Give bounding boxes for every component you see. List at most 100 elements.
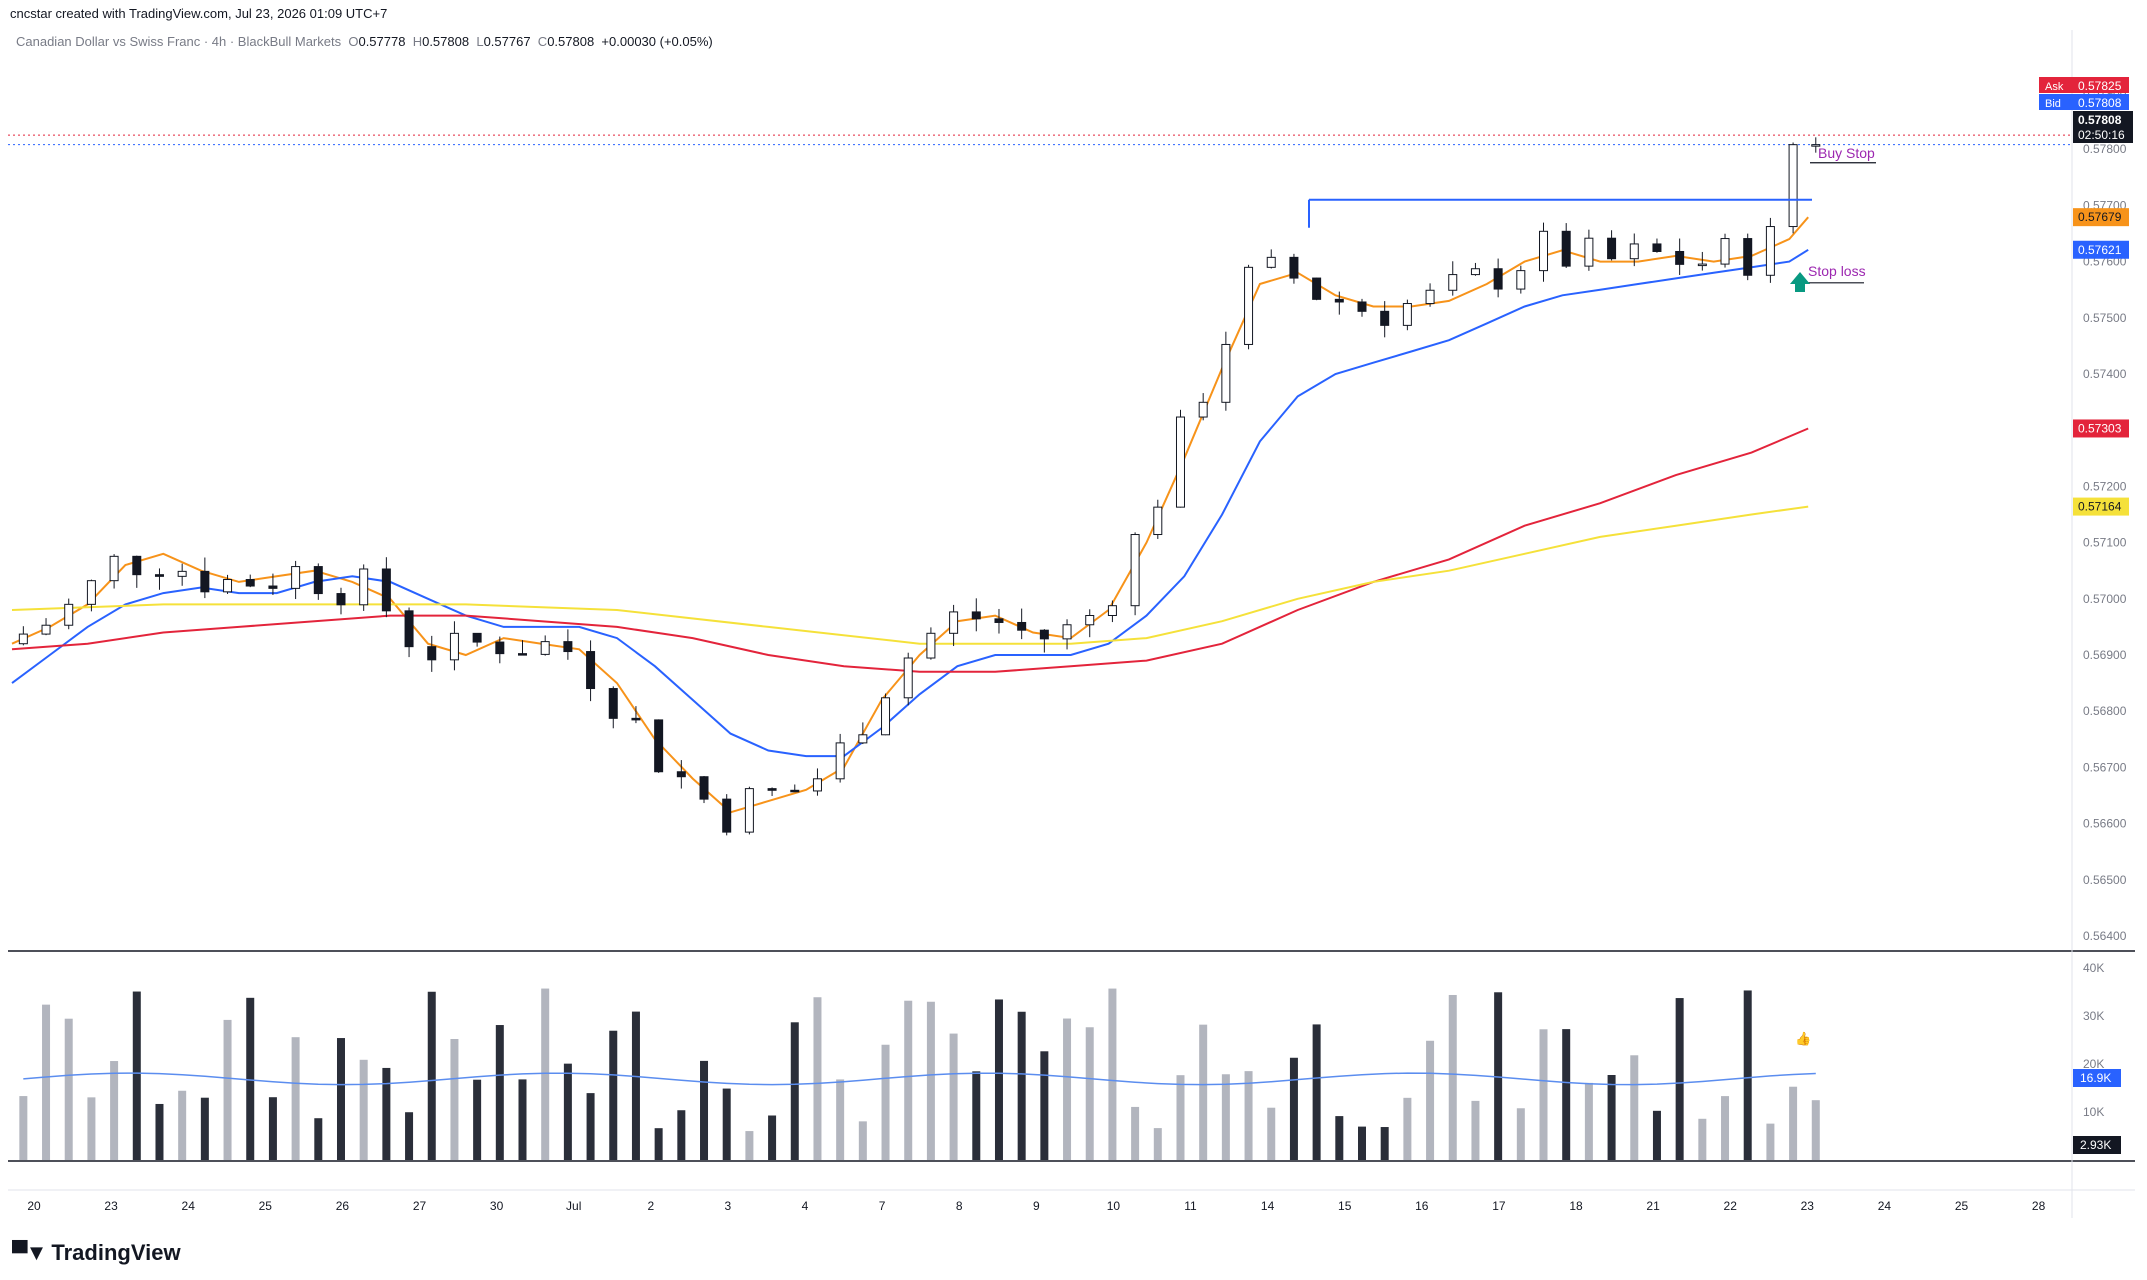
candle-up bbox=[291, 566, 301, 589]
volume-bar bbox=[473, 1079, 482, 1160]
time-tick-label: 30 bbox=[490, 1199, 504, 1213]
volume-bar bbox=[1063, 1018, 1072, 1160]
last-price-badge bbox=[2073, 111, 2133, 143]
price-tick-label: 0.57400 bbox=[2083, 367, 2127, 381]
last-price: 0.57808 bbox=[2078, 113, 2122, 127]
time-tick-label: 27 bbox=[413, 1199, 427, 1213]
volume-bar bbox=[858, 1121, 867, 1160]
candle-up bbox=[41, 624, 51, 635]
volume-bar bbox=[1380, 1127, 1389, 1160]
volume-bar bbox=[1448, 994, 1457, 1160]
volume-bar bbox=[1176, 1075, 1185, 1160]
volume-bar bbox=[1403, 1097, 1412, 1160]
price-tick-label: 0.56500 bbox=[2083, 873, 2127, 887]
volume-bar bbox=[1539, 1029, 1548, 1160]
candle-down bbox=[1357, 301, 1367, 312]
bid-price-badge bbox=[2073, 94, 2129, 110]
time-tick-label: 20 bbox=[27, 1199, 41, 1213]
tradingview-logo[interactable]: ▀▼ TradingView bbox=[12, 1240, 181, 1266]
ema-orange-badge bbox=[2073, 208, 2129, 227]
volume-bar bbox=[178, 1090, 187, 1160]
candle-down bbox=[1017, 621, 1027, 631]
volume-bar bbox=[881, 1044, 890, 1160]
candle-up bbox=[881, 697, 891, 736]
volume-bar bbox=[609, 1030, 618, 1160]
volume-bar bbox=[1789, 1086, 1798, 1160]
candle-up bbox=[1629, 243, 1639, 260]
candle-down bbox=[699, 776, 709, 800]
time-tick-label: 28 bbox=[2032, 1199, 2046, 1213]
thumbs-up-icon: 👍 bbox=[1795, 1031, 1811, 1046]
volume-bar bbox=[1312, 1024, 1321, 1160]
volume-ma-value: 16.9K bbox=[2080, 1071, 2111, 1085]
candle-up bbox=[835, 742, 845, 780]
volume-bar bbox=[42, 1004, 51, 1160]
time-tick-label: 11 bbox=[1184, 1199, 1197, 1213]
volume-bar bbox=[790, 1022, 799, 1160]
volume-bar bbox=[200, 1097, 209, 1160]
volume-bar bbox=[1017, 1011, 1026, 1160]
bid-price: 0.57808 bbox=[2078, 96, 2122, 110]
volume-bar bbox=[1131, 1106, 1140, 1160]
open-label: O bbox=[348, 34, 359, 49]
candle-down bbox=[722, 798, 732, 833]
volume-bar bbox=[813, 997, 822, 1160]
candle-up bbox=[109, 555, 119, 582]
candle-up bbox=[1765, 226, 1775, 276]
candle-up bbox=[1198, 401, 1208, 418]
candle-down bbox=[381, 568, 391, 612]
candle-down bbox=[1652, 243, 1662, 252]
candle-down bbox=[767, 788, 777, 791]
volume-bar bbox=[19, 1096, 28, 1160]
candle-down bbox=[1561, 230, 1571, 267]
candle-up bbox=[1720, 238, 1730, 265]
candle-up bbox=[926, 632, 936, 659]
volume-bar bbox=[972, 1071, 981, 1160]
candle-up bbox=[1425, 289, 1435, 305]
ema-red-badge bbox=[2073, 419, 2129, 438]
candle-up bbox=[177, 570, 187, 577]
candle-down bbox=[472, 632, 482, 643]
candle-up bbox=[1811, 144, 1821, 147]
candle-down bbox=[1380, 310, 1390, 326]
volume-bar bbox=[768, 1115, 777, 1160]
candle-up bbox=[540, 641, 550, 655]
volume-bar bbox=[949, 1033, 958, 1160]
ema-yellow-badge bbox=[2073, 497, 2129, 516]
candle-up bbox=[949, 611, 959, 634]
candle-down bbox=[404, 610, 414, 648]
volume-bar bbox=[1471, 1100, 1480, 1160]
time-tick-label: 25 bbox=[259, 1199, 273, 1213]
candle-up bbox=[1470, 268, 1480, 276]
candle-down bbox=[586, 651, 596, 690]
volume-bar bbox=[1675, 998, 1684, 1160]
low-value: 0.57767 bbox=[483, 34, 531, 49]
candle-down bbox=[495, 641, 505, 655]
time-tick-label: 16 bbox=[1415, 1199, 1429, 1213]
bid-label: Bid bbox=[2045, 98, 2061, 110]
candle-up bbox=[1221, 343, 1231, 403]
price-labels: Ask 0.57825 Bid 0.57808 0.57808 02:50:16… bbox=[2039, 77, 2133, 1154]
low-label: L bbox=[476, 34, 484, 49]
open-value: 0.57778 bbox=[358, 34, 406, 49]
annotations: Buy Stop Stop loss bbox=[1308, 145, 1876, 292]
up-arrow-icon bbox=[1790, 272, 1810, 292]
volume-bar bbox=[586, 1093, 595, 1160]
volume-bar bbox=[1721, 1096, 1730, 1160]
volume-bar bbox=[495, 1025, 504, 1160]
candle-down bbox=[313, 566, 323, 595]
candle-down bbox=[1039, 629, 1049, 640]
volume-last-value: 2.93K bbox=[2080, 1138, 2111, 1152]
candle-up bbox=[1107, 605, 1117, 617]
price-tick-label: 0.57200 bbox=[2083, 479, 2127, 493]
volume-bar bbox=[427, 991, 436, 1160]
candles bbox=[18, 137, 1821, 836]
time-tick-label: 8 bbox=[956, 1199, 963, 1213]
time-tick-label: 4 bbox=[802, 1199, 809, 1213]
ema-blue-badge bbox=[2073, 240, 2129, 259]
volume-pane: 👍 bbox=[19, 988, 1820, 1160]
time-tick-label: 22 bbox=[1724, 1199, 1738, 1213]
volume-bar bbox=[268, 1097, 277, 1160]
candle-down bbox=[200, 570, 210, 593]
